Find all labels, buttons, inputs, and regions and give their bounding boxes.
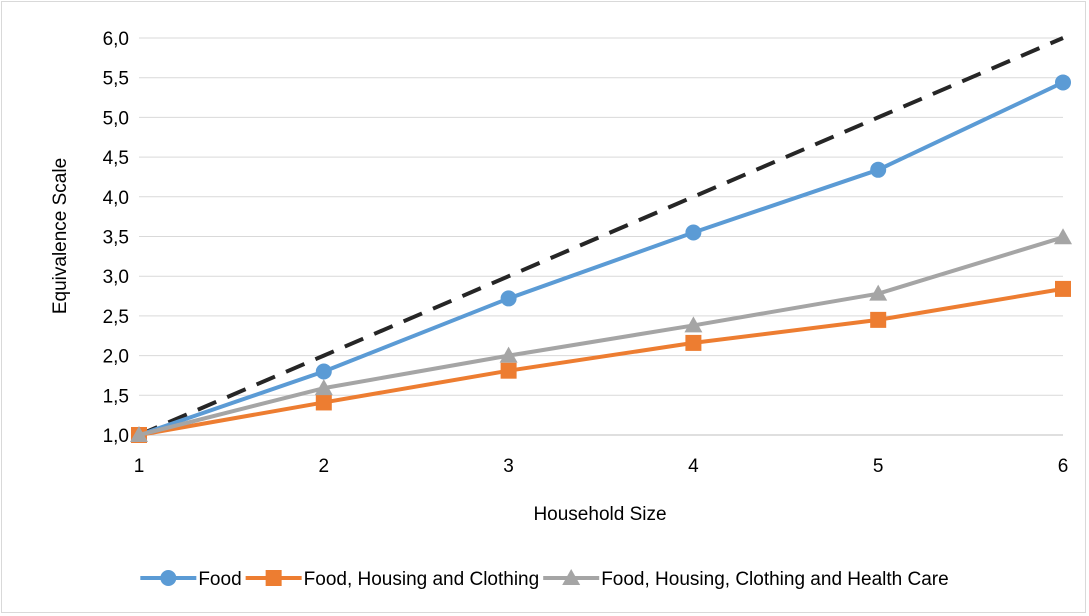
data-point <box>314 379 333 396</box>
legend-item: Food <box>140 569 242 590</box>
data-point <box>684 316 703 333</box>
data-point <box>499 346 518 363</box>
data-point <box>685 224 702 241</box>
y-tick-label: 1,5 <box>103 386 129 407</box>
data-point <box>870 311 887 328</box>
gridlines <box>139 37 1063 436</box>
legend-item: Food, Housing and Clothing <box>245 569 540 590</box>
data-point <box>870 161 887 178</box>
x-tick-label: 6 <box>1058 456 1069 477</box>
series-line <box>137 235 1065 437</box>
data-point <box>1055 280 1071 297</box>
y-tick-label: 4,5 <box>103 148 129 169</box>
x-axis-title: Household Size <box>533 504 666 525</box>
x-tick-label: 1 <box>134 456 145 477</box>
data-point <box>869 284 888 301</box>
legend-marker <box>265 570 282 586</box>
y-tick-label: 5,5 <box>103 69 129 90</box>
y-tick-label: 2,5 <box>103 307 129 328</box>
data-point <box>315 394 332 411</box>
series-line <box>137 286 1065 437</box>
series-lines <box>130 36 1072 443</box>
y-tick-label: 2,0 <box>103 347 129 368</box>
data-point <box>1054 228 1072 245</box>
data-point <box>1055 74 1071 91</box>
y-tick-label: 3,5 <box>103 228 129 249</box>
data-point <box>500 290 517 307</box>
x-tick-label: 5 <box>873 456 884 477</box>
legend-marker <box>160 570 177 586</box>
legend: Food Food, Housing and Clothing Food, Hous… <box>140 569 949 590</box>
y-tick-label: 3,0 <box>103 267 129 288</box>
x-tick-label: 2 <box>319 456 330 477</box>
data-point <box>315 363 332 380</box>
y-tick-label: 5,0 <box>103 108 129 129</box>
data-point <box>500 362 517 379</box>
y-tick-label: 1,0 <box>103 426 129 447</box>
legend-label: Food, Housing and Clothing <box>304 569 540 590</box>
legend-label: Food <box>198 569 241 590</box>
reference-line <box>138 36 1064 437</box>
legend-item: Food, Housing, Clothing and Health Care <box>543 569 949 590</box>
series-line <box>137 80 1065 437</box>
y-tick-label: 4,0 <box>103 188 129 209</box>
x-tick-label: 4 <box>688 456 699 477</box>
legend-marker <box>562 569 581 585</box>
x-axis-ticks: 1 2 3 4 5 6 <box>134 456 1069 477</box>
legend-label: Food, Housing, Clothing and Health Care <box>601 569 948 590</box>
y-axis-title: Equivalence Scale <box>50 158 71 314</box>
data-point <box>685 334 702 351</box>
y-tick-label: 6,0 <box>103 29 129 50</box>
data-point <box>130 426 148 442</box>
x-tick-label: 3 <box>503 456 514 477</box>
y-axis-ticks: 1,0 1,5 2,0 2,5 3,0 3,5 4,0 4,5 5,0 5,5 6,0 <box>103 29 129 447</box>
